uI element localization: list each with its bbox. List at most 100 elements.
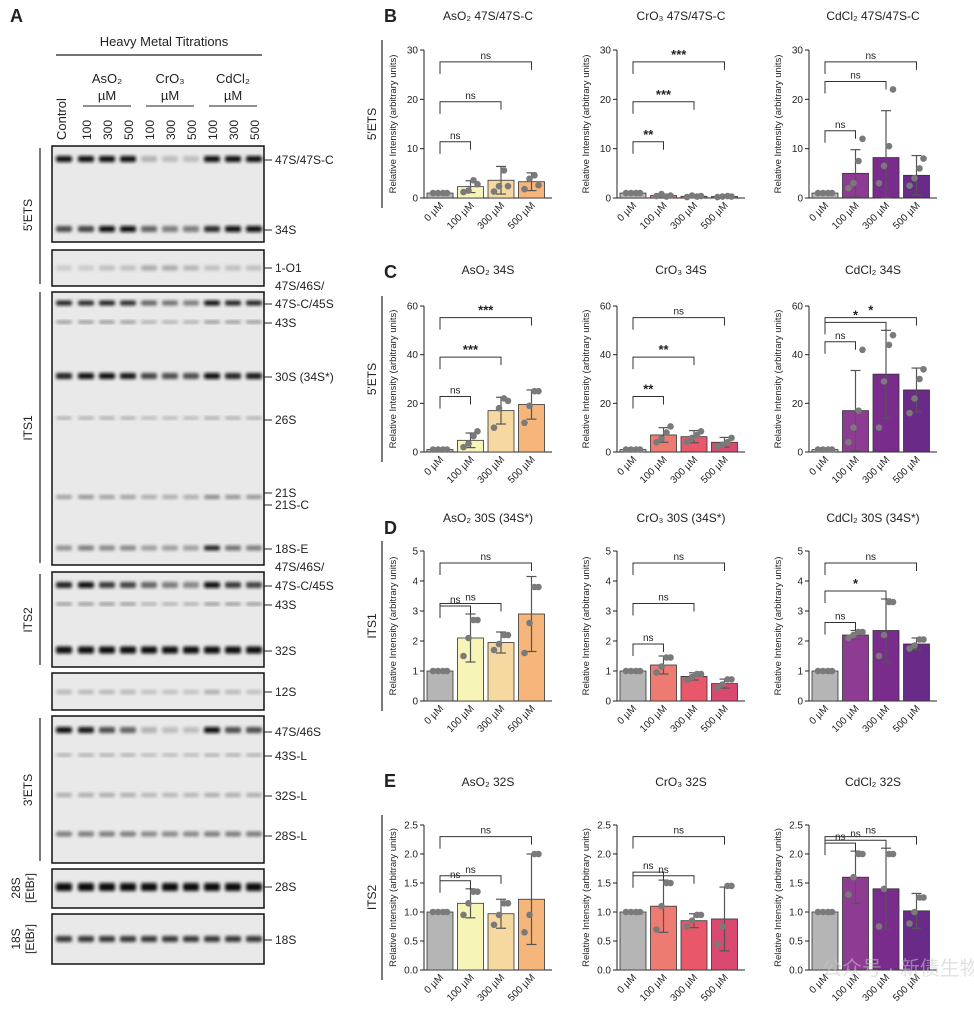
y-tick-label: 0.5 [597,937,611,948]
data-point [474,888,481,895]
blot-band [162,545,178,551]
blot-band [162,793,178,797]
blot-band [99,373,115,379]
data-point [828,667,836,675]
significance-label: *** [478,303,494,318]
blot-band [56,831,72,837]
band-label: 26S [275,413,296,427]
blot-band [183,831,199,837]
significance-label: ns [480,51,491,62]
x-tick-label: 500 µM [699,972,731,1004]
band-label: 47S/46S/ [275,279,325,293]
y-tick-label: 0.0 [404,966,418,977]
blot-band [78,156,94,162]
blot-band [99,602,115,606]
y-tick-label: 0.0 [597,966,611,977]
blot-band [204,156,220,162]
blot-band [246,690,262,694]
data-point [465,440,472,447]
x-tick-label: 0 µM [807,703,831,727]
data-point [728,193,735,200]
significance-bracket [632,356,695,370]
data-point [460,652,467,660]
significance-label: ns [673,826,684,837]
data-point [429,667,437,675]
data-point [819,189,827,197]
x-tick-label: 300 µM [861,454,893,486]
blot-section-label: ITS1 [21,415,35,441]
row-region-label: ITS1 [365,613,379,639]
significance-label: ns [465,91,476,102]
bar-chart: CdCl₂ 30S (34S*) 0 1 2 3 4 5 Relative Intensity… [773,511,937,735]
data-point [911,908,918,916]
data-point [495,182,503,190]
data-point [714,940,721,948]
significance-bracket [632,836,725,849]
data-point [465,634,472,642]
data-point [845,438,852,446]
data-point [688,192,696,199]
bar [903,643,930,702]
significance-label: ns [643,633,654,644]
data-point [504,900,512,907]
blot-band [183,793,199,797]
x-tick-label: 100 µM [830,703,862,735]
y-tick-label: 60 [792,302,804,313]
blot-band [120,690,136,694]
blot-band [162,300,178,306]
blot-band [141,727,157,733]
blot-band [78,545,94,551]
blot-band [162,646,178,654]
data-point [859,135,866,143]
blot-band [56,646,72,654]
blot-band [246,265,262,271]
data-point [728,434,735,442]
blot-membrane [51,715,265,864]
data-point [889,598,897,606]
data-point [465,900,472,907]
band-label: 43S-L [275,749,307,763]
blot-band [99,320,115,324]
blot-band [78,831,94,837]
blot-band [162,690,178,694]
y-axis-label: Relative Intensity (arbitrary units) [773,310,784,449]
data-point [724,438,731,446]
blot-band [183,226,199,232]
data-point [663,429,670,436]
blot-band [204,646,220,654]
band-label: 43S [275,598,296,612]
blot-band [225,753,241,757]
blot-band [204,416,220,420]
x-tick-label: 300 µM [476,703,508,735]
blot-band [141,646,157,654]
blot-band [120,793,136,797]
data-point [855,407,862,414]
metal-group-label: CrO₃ [155,71,184,86]
data-point [535,387,542,395]
blot-band [246,727,262,733]
y-tick-label: 1.0 [404,908,418,919]
band-label: 32S [275,644,296,658]
x-tick-label: 0 µM [615,703,639,727]
x-tick-label: 500 µM [506,200,538,232]
blot-band [78,320,94,324]
blot-band [162,727,178,733]
blot-band [78,226,94,232]
significance-bracket [632,643,664,656]
x-tick-label: 500 µM [506,703,538,735]
blot-band [141,883,157,891]
blot-band [120,545,136,551]
significance-bracket [439,141,471,154]
significance-label: ns [450,131,461,142]
data-point [728,676,735,683]
blot-band [120,416,136,420]
blot-band [225,602,241,606]
significance-bracket [439,836,532,849]
blot-band [225,495,241,499]
y-tick-label: 20 [407,95,419,106]
y-tick-label: 60 [407,302,419,313]
blot-band [56,373,72,379]
y-tick-label: 0 [412,448,418,459]
data-point [845,891,852,898]
